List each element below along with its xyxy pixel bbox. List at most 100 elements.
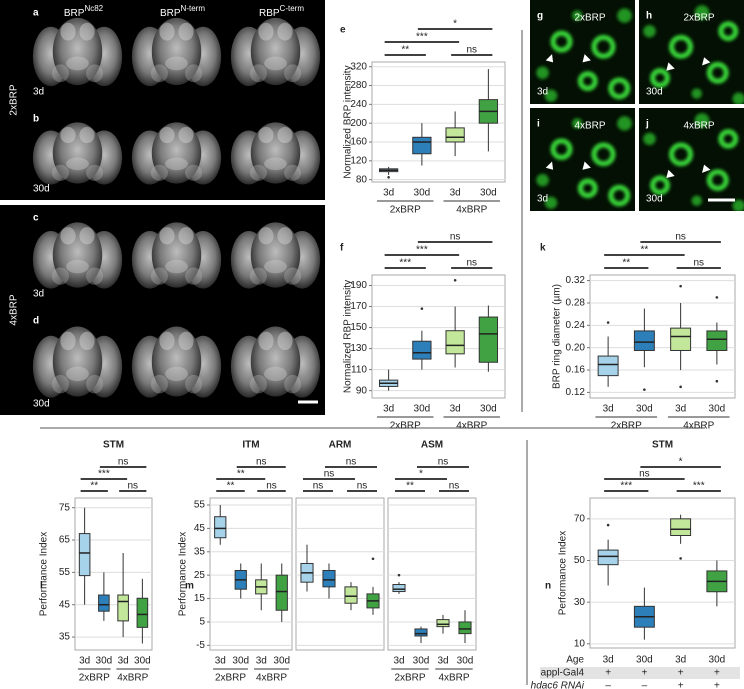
box (445, 330, 465, 355)
significance-label: ns (324, 469, 335, 480)
box (597, 549, 619, 566)
group-label: 2xBRP (394, 673, 425, 684)
significance-label: ns (639, 469, 650, 480)
outlier (715, 296, 719, 299)
box (633, 330, 655, 351)
outlier (715, 379, 719, 383)
y-tick-label: 0.24 (566, 320, 586, 331)
y-tick-label: 35 (59, 632, 71, 643)
box (214, 516, 227, 539)
column-header: BRPN-term (160, 4, 205, 19)
brain-image (32, 17, 123, 87)
y-tick-label: 0.12 (566, 387, 586, 398)
x-tick-label: 30d (480, 404, 497, 415)
outlier (371, 557, 375, 561)
x-tick-label: 30d (636, 404, 653, 415)
significance-label: * (419, 469, 423, 480)
panel-label: h (646, 11, 652, 22)
age-label: 30d (33, 399, 50, 410)
box (78, 533, 91, 577)
x-tick-label: 3d (450, 188, 461, 199)
y-axis-label: BRP ring diameter (µm) (552, 284, 563, 389)
significance-label: ns (693, 258, 704, 269)
significance-label: * (453, 19, 457, 30)
significance-label: ** (227, 481, 235, 492)
age-label: 30d (646, 87, 663, 98)
y-tick-label: 15 (194, 593, 206, 604)
group-label: 2xBRP (215, 673, 246, 684)
column-header-base: BRP (160, 8, 181, 19)
y-axis-label: Normalized RBP intensity (343, 280, 354, 393)
panel-label: f (340, 243, 344, 254)
table-row-label: appl-Gal4 (541, 668, 585, 679)
y-tick-label: 50 (574, 555, 586, 566)
panel-label: e (340, 25, 346, 36)
x-tick-label: 3d (256, 656, 267, 667)
genotype-label: 4xBRP (574, 121, 605, 132)
table-row-label: hdac6 RNAi (531, 681, 585, 689)
box (412, 340, 432, 360)
column-header-base: BRP (64, 8, 85, 19)
group-label: 4xBRP (456, 421, 487, 432)
y-tick-label: 170 (350, 301, 367, 312)
x-tick-label: 30d (414, 188, 431, 199)
panel-label: j (645, 119, 649, 130)
significance-label: ns (449, 481, 460, 492)
outlier (679, 557, 682, 560)
significance-label: *** (693, 481, 705, 492)
table-cell: – (605, 681, 611, 689)
significance-label: ** (90, 481, 98, 492)
box (597, 355, 619, 377)
brain-image (32, 222, 123, 289)
box (445, 127, 465, 143)
outlier (679, 385, 682, 389)
group-label: 2xBRP (390, 205, 421, 216)
y-tick-label: 240 (350, 99, 367, 110)
outlier (420, 307, 424, 310)
box (414, 628, 428, 637)
y-tick-label: 45 (59, 599, 71, 610)
chart-title: ITM (242, 440, 259, 451)
genotype-label: 2xBRP (9, 84, 20, 115)
panel-label: k (540, 243, 546, 254)
y-tick-label: 55 (59, 567, 71, 578)
significance-label: *** (98, 469, 110, 480)
y-tick-label: 45 (194, 523, 206, 534)
outlier (679, 284, 682, 288)
x-tick-label: 3d (383, 188, 394, 199)
y-tick-label: 0.16 (566, 365, 586, 376)
table-cell: 30d (709, 655, 726, 666)
significance-label: ** (640, 245, 648, 256)
significance-label: ns (127, 481, 138, 492)
y-tick-label: 75 (59, 502, 71, 513)
group-label: 2xBRP (390, 421, 421, 432)
box (136, 597, 149, 628)
table-cell: + (605, 668, 611, 679)
column-header-sup: N-term (181, 4, 206, 13)
x-tick-label: 3d (450, 404, 461, 415)
panel-label: i (537, 119, 540, 130)
x-tick-label: 3d (437, 656, 448, 667)
y-axis-label: Normalized BRP intensity (343, 65, 354, 178)
chart-title: ARM (329, 440, 352, 451)
significance-label: ns (266, 481, 277, 492)
x-tick-label: 3d (118, 656, 129, 667)
group-label: 4xBRP (456, 205, 487, 216)
y-axis-label: Performance Index (178, 532, 189, 617)
age-label: 3d (33, 87, 44, 98)
outlier (397, 573, 401, 577)
significance-label: * (679, 457, 683, 468)
table-cell: 30d (636, 655, 653, 666)
box (436, 619, 450, 628)
y-tick-label: 320 (350, 61, 367, 72)
table-cell: – (642, 681, 648, 689)
y-tick-label: 25 (194, 570, 206, 581)
y-tick-label: -5 (196, 640, 205, 651)
y-tick-label: 150 (350, 322, 367, 333)
x-tick-label: 30d (709, 404, 726, 415)
outlier (606, 523, 610, 527)
outlier (453, 278, 457, 282)
y-tick-label: 30 (574, 597, 586, 608)
plot-area (74, 497, 153, 651)
age-label: 3d (537, 194, 548, 205)
